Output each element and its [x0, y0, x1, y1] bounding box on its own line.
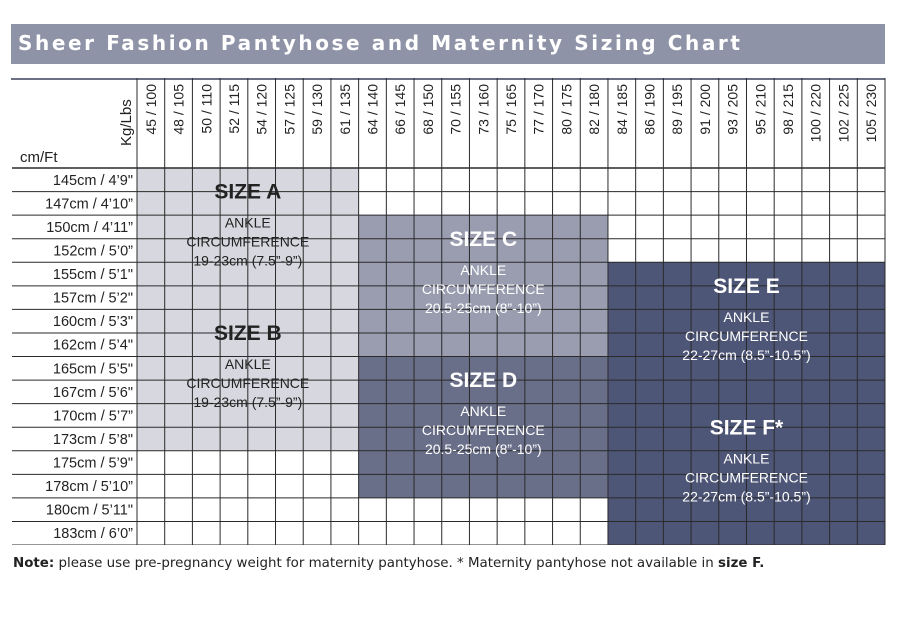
height-row-header: 167cm / 5’6"	[53, 385, 133, 401]
size-name: SIZE A	[214, 181, 281, 204]
ankle-label: ANKLE	[460, 403, 506, 419]
note-label: Note:	[13, 556, 55, 571]
size-name: SIZE C	[449, 228, 517, 251]
circumference-range: 22-27cm (8.5”-10.5”)	[682, 347, 810, 363]
height-row-header: 175cm / 5’9"	[53, 456, 133, 472]
weight-column-header: 105 / 230	[863, 84, 879, 143]
weight-column-header: 80 / 175	[558, 84, 574, 135]
height-row-header: 170cm / 5’7”	[53, 408, 133, 424]
height-row-header: 160cm / 5’3"	[53, 314, 133, 330]
weight-column-header: 57 / 125	[281, 84, 297, 135]
weight-column-header: 54 / 120	[254, 84, 270, 135]
size-label-c: SIZE C ANKLE CIRCUMFERENCE 20.5-25cm (8”-10…	[422, 228, 545, 316]
weight-column-header: 52 / 115	[226, 84, 242, 134]
height-row-header: 147cm / 4’10”	[45, 196, 133, 212]
weight-column-header: 45 / 100	[143, 84, 159, 135]
weight-column-header: 93 / 205	[725, 84, 741, 135]
weight-column-header: 61 / 135	[337, 84, 353, 135]
weight-column-header: 70 / 155	[448, 84, 464, 135]
height-axis-label: cm/Ft	[20, 149, 58, 166]
weight-column-header: 84 / 185	[614, 84, 630, 135]
height-row-header: 183cm / 6’0”	[53, 526, 133, 542]
weight-axis-label: Kg/Lbs	[118, 99, 135, 146]
weight-column-header: 95 / 210	[752, 84, 768, 135]
circumference-range: 22-27cm (8.5”-10.5”)	[682, 488, 810, 504]
size-name: SIZE F*	[710, 416, 784, 439]
note-text: please use pre-pregnancy weight for mate…	[54, 556, 719, 571]
weight-column-header: 66 / 145	[392, 84, 408, 135]
weight-column-header: 102 / 225	[835, 84, 851, 143]
height-row-header: 178cm / 5’10”	[45, 479, 133, 495]
circumference-label: CIRCUMFERENCE	[186, 375, 309, 391]
ankle-label: ANKLE	[460, 262, 506, 278]
height-row-header: 150cm / 4’11”	[46, 220, 133, 236]
circumference-range: 20.5-25cm (8”-10”)	[425, 441, 542, 457]
footnote: Note: please use pre-pregnancy weight fo…	[13, 556, 764, 571]
size-label-f: SIZE F* ANKLE CIRCUMFERENCE 22-27cm (8.5”-1…	[682, 416, 810, 504]
size-label-e: SIZE E ANKLE CIRCUMFERENCE 22-27cm (8.5”-10…	[682, 275, 810, 363]
ankle-label: ANKLE	[724, 309, 770, 325]
size-label-d: SIZE D ANKLE CIRCUMFERENCE 20.5-25cm (8”-10…	[422, 369, 545, 457]
height-row-header: 173cm / 5’8"	[53, 432, 133, 448]
weight-column-header: 98 / 215	[780, 84, 796, 135]
circumference-label: CIRCUMFERENCE	[422, 281, 545, 297]
ankle-label: ANKLE	[225, 356, 271, 372]
weight-column-header: 77 / 170	[531, 84, 547, 135]
weight-column-header: 75 / 165	[503, 84, 519, 135]
weight-column-header: 89 / 195	[669, 84, 685, 135]
weight-column-header: 64 / 140	[364, 84, 380, 135]
height-row-header: 155cm / 5’1"	[53, 267, 133, 283]
weight-column-header: 86 / 190	[642, 84, 658, 135]
size-label-a: SIZE A ANKLE CIRCUMFERENCE 19-23cm (7.5”-9”…	[186, 181, 309, 269]
ankle-label: ANKLE	[225, 215, 271, 231]
weight-column-header: 82 / 180	[586, 84, 602, 135]
sizing-grid: 45 / 100 48 / 105 50 / 110 52 / 115 54 / 120…	[12, 78, 886, 545]
circumference-label: CIRCUMFERENCE	[186, 234, 309, 250]
height-row-header: 165cm / 5’5"	[53, 361, 133, 377]
size-name: SIZE E	[713, 275, 780, 298]
weight-column-header: 59 / 130	[309, 84, 325, 135]
note-size-f: size F.	[718, 556, 765, 571]
weight-column-header: 68 / 150	[420, 84, 436, 135]
circumference-label: CIRCUMFERENCE	[685, 469, 808, 485]
ankle-label: ANKLE	[724, 450, 770, 466]
height-row-header: 180cm / 5’11"	[46, 503, 133, 519]
height-row-header: 157cm / 5’2"	[53, 291, 133, 307]
height-row-header: 145cm / 4’9"	[53, 173, 133, 189]
weight-column-header: 91 / 200	[697, 84, 713, 135]
size-name: SIZE B	[214, 322, 282, 345]
height-row-header: 162cm / 5’4"	[53, 338, 133, 354]
circumference-label: CIRCUMFERENCE	[422, 422, 545, 438]
circumference-range: 19-23cm (7.5”-9”)	[193, 253, 302, 269]
weight-column-header: 100 / 220	[808, 84, 824, 143]
weight-column-header: 50 / 110	[198, 84, 214, 134]
title-bar: Sheer Fashion Pantyhose and Maternity Si…	[11, 24, 885, 64]
size-label-b: SIZE B ANKLE CIRCUMFERENCE 19-23cm (7.5”-9”…	[186, 322, 309, 410]
chart-title: Sheer Fashion Pantyhose and Maternity Si…	[18, 31, 743, 55]
circumference-label: CIRCUMFERENCE	[685, 328, 808, 344]
size-name: SIZE D	[449, 369, 517, 392]
weight-column-header: 48 / 105	[171, 84, 187, 135]
circumference-range: 19-23cm (7.5”-9”)	[193, 394, 302, 410]
weight-column-header: 73 / 160	[475, 84, 491, 135]
height-row-header: 152cm / 5’0”	[53, 243, 133, 259]
circumference-range: 20.5-25cm (8”-10”)	[425, 300, 542, 316]
header-rule	[11, 78, 885, 80]
